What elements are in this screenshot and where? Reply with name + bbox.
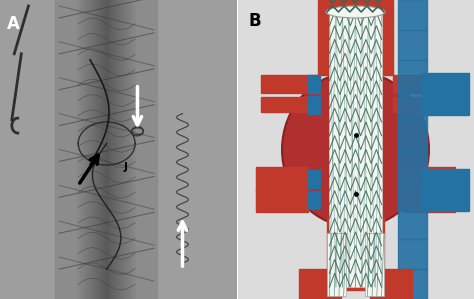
Polygon shape — [398, 30, 427, 60]
Polygon shape — [256, 188, 308, 212]
Polygon shape — [393, 75, 450, 93]
Polygon shape — [256, 167, 308, 191]
Ellipse shape — [326, 6, 385, 18]
Polygon shape — [308, 170, 320, 188]
Polygon shape — [308, 191, 320, 209]
Polygon shape — [398, 179, 427, 209]
Polygon shape — [422, 94, 469, 115]
Text: A: A — [7, 15, 20, 33]
Polygon shape — [370, 269, 412, 299]
Polygon shape — [398, 0, 427, 30]
Polygon shape — [403, 167, 455, 191]
Polygon shape — [398, 239, 427, 269]
Polygon shape — [422, 169, 469, 190]
Polygon shape — [308, 75, 320, 93]
Polygon shape — [261, 75, 318, 93]
Polygon shape — [318, 0, 393, 75]
Ellipse shape — [282, 72, 429, 227]
Polygon shape — [398, 60, 427, 90]
Polygon shape — [422, 190, 469, 211]
Polygon shape — [398, 269, 427, 299]
Polygon shape — [308, 96, 320, 114]
Polygon shape — [327, 233, 346, 296]
Text: B: B — [249, 12, 262, 30]
Polygon shape — [398, 120, 427, 150]
Polygon shape — [422, 73, 469, 94]
Polygon shape — [398, 209, 427, 239]
Polygon shape — [327, 218, 384, 290]
Bar — [329, 12, 382, 287]
Polygon shape — [398, 150, 427, 179]
Polygon shape — [299, 269, 341, 299]
Polygon shape — [393, 97, 450, 112]
Polygon shape — [261, 97, 318, 112]
Polygon shape — [365, 233, 384, 296]
Polygon shape — [403, 188, 455, 212]
Polygon shape — [398, 90, 427, 120]
Text: J: J — [123, 162, 127, 173]
